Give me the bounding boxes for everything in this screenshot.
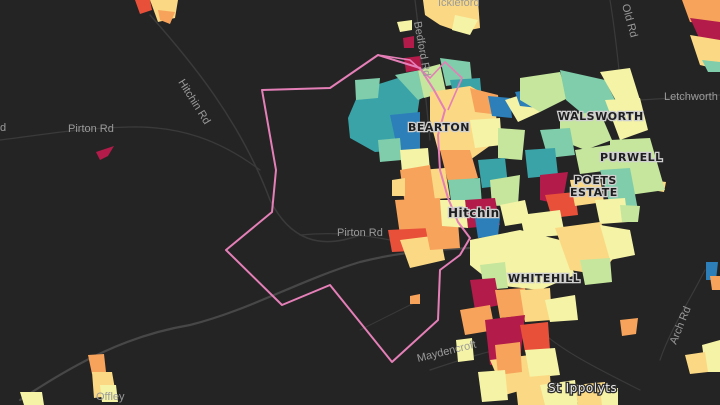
outlying-blocks bbox=[20, 0, 720, 405]
urban-blocks bbox=[348, 56, 665, 405]
road-label-top: Ickleford bbox=[438, 0, 480, 9]
road-label-arch-rd: Arch Rd bbox=[668, 305, 694, 346]
road-label-hitchin-rd: Hitchin Rd bbox=[175, 77, 212, 126]
place-label-poets-estate-1: POETS bbox=[574, 174, 617, 187]
place-label-bearton: BEARTON bbox=[408, 121, 470, 134]
road-label-bedford-rd: Bedford Rd bbox=[411, 20, 432, 77]
road-label-pirton-rd-west: Pirton Rd bbox=[68, 123, 114, 135]
place-label-hitchin: Hitchin bbox=[448, 206, 500, 220]
road-label-bottom-left: Offley bbox=[96, 391, 125, 403]
road-label-pirton-rd-east: Pirton Rd bbox=[337, 227, 383, 239]
road-label-letchworth: Letchworth bbox=[664, 91, 718, 103]
road-label-old-rd: Old Rd bbox=[619, 3, 639, 39]
boundary-outline bbox=[225, 54, 471, 363]
place-label-st-ippolyts: St Ippolyts bbox=[548, 381, 617, 395]
place-label-purwell: PURWELL bbox=[600, 151, 663, 164]
place-label-walsworth: WALSWORTH bbox=[558, 110, 644, 123]
road-label-left-edge: d bbox=[0, 122, 6, 134]
road-label-maydencroft: Maydencroft bbox=[416, 339, 478, 365]
boundary-spur bbox=[377, 54, 463, 111]
place-label-poets-estate-2: ESTATE bbox=[570, 186, 618, 199]
place-label-whitehill: WHITEHILL bbox=[508, 272, 580, 285]
